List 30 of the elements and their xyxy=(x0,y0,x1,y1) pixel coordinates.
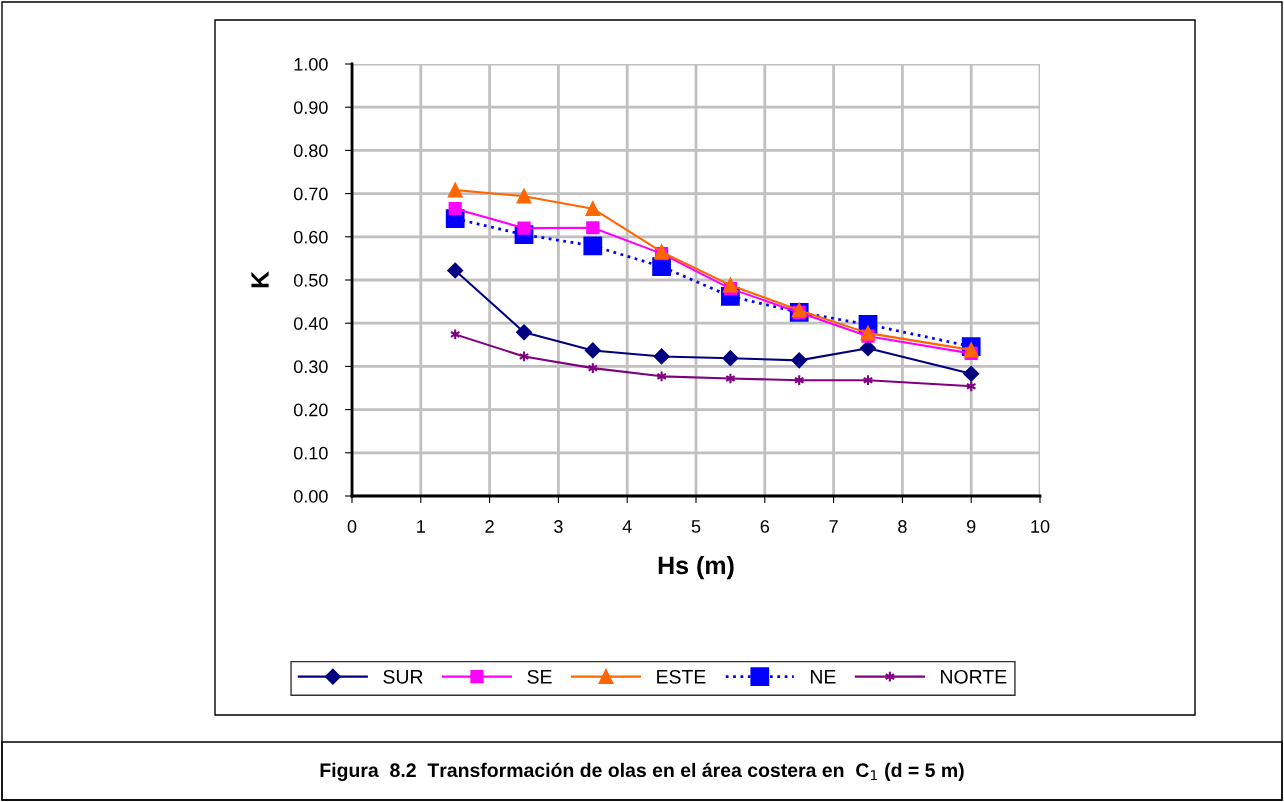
x-tick-label: 8 xyxy=(898,520,907,533)
y-tick-label: 0.30 xyxy=(293,360,328,374)
x-tick-label: 3 xyxy=(554,520,563,533)
y-tick-label: 0.70 xyxy=(293,187,328,201)
legend-label: ESTE xyxy=(657,669,706,684)
text: Figura 8.2 Transformación de olas en el área costera en C$_{1}$ (d = 5 m) xyxy=(320,762,964,782)
x-tick-label: 2 xyxy=(485,520,494,533)
y-tick-label: 0.00 xyxy=(293,489,328,503)
y-tick-label: 0.60 xyxy=(293,230,328,244)
x-tick-label: 1 xyxy=(417,520,425,533)
x-tick-label: 5 xyxy=(691,520,701,533)
x-tick-label: 9 xyxy=(967,520,976,533)
legend-label: SUR xyxy=(383,669,423,684)
legend-label: NE xyxy=(810,670,836,684)
y-tick-label: 0.10 xyxy=(293,446,328,460)
x-axis-title: Hs (m) xyxy=(658,555,734,580)
y-tick-label: 0.50 xyxy=(293,273,328,287)
x-tick-label: 4 xyxy=(622,520,632,533)
x-tick-label: 7 xyxy=(829,520,838,533)
legend-label: NORTE xyxy=(941,669,1007,684)
y-tick-label: 0.80 xyxy=(293,144,328,158)
y-tick-label: 1.00 xyxy=(294,57,328,71)
y-axis-title: K xyxy=(251,271,269,288)
legend-label: SE xyxy=(527,669,552,684)
y-tick-label: 0.20 xyxy=(293,403,328,417)
x-tick-label: 10 xyxy=(1031,520,1050,533)
y-tick-label: 0.40 xyxy=(293,317,328,330)
y-tick-label: 0.90 xyxy=(293,101,328,114)
x-tick-label: 6 xyxy=(760,520,770,533)
x-tick-label: 0 xyxy=(347,520,357,533)
